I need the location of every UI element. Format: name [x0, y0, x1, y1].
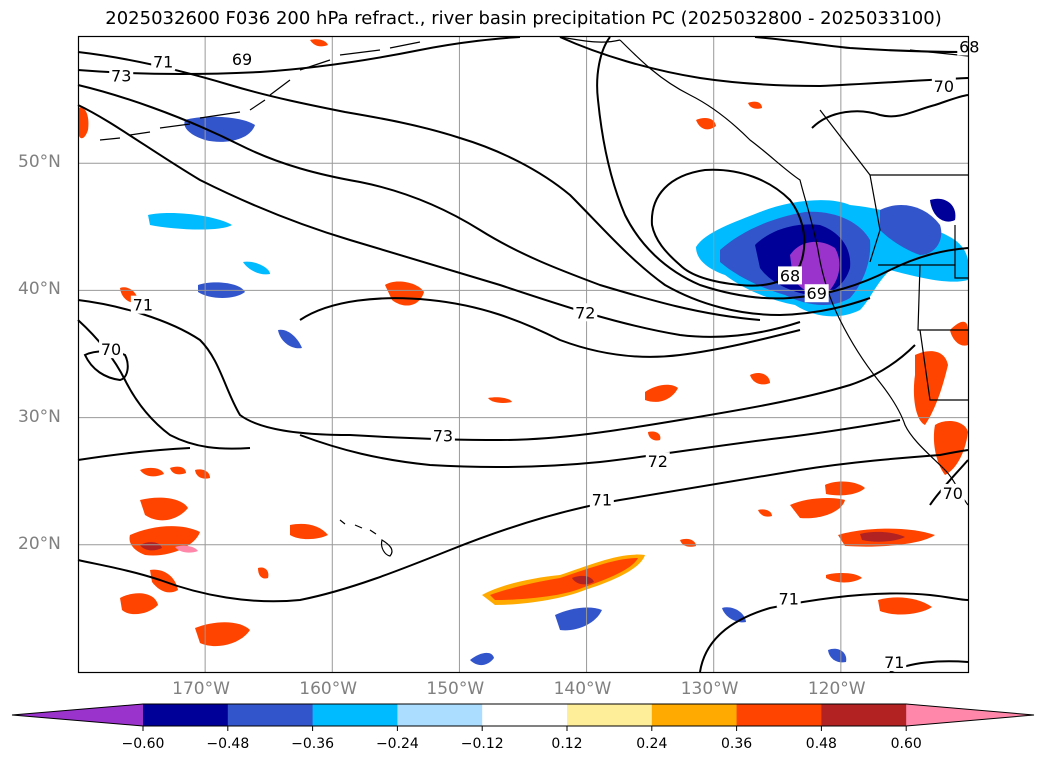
map-title: 2025032600 F036 200 hPa refract., river … [105, 8, 942, 29]
contour-label-bg [130, 295, 155, 314]
contour-labels: 68 70 69 71 73 68 69 72 71 70 73 72 71 70 71 71 [99, 37, 982, 672]
longitude-label: 160°W [299, 679, 358, 699]
contour-label-bg [804, 284, 829, 303]
contour-73-south [77, 299, 916, 442]
colorbar-tick-label: 0.12 [551, 736, 583, 752]
colorbar-extend-max [906, 704, 1034, 726]
colorbar [11, 703, 1035, 731]
contour-68-north [754, 36, 969, 53]
contour-label: 70 [101, 340, 121, 359]
longitude-label: 140°W [553, 679, 612, 699]
longitude-label: 120°W [807, 679, 866, 699]
contour-71-south [77, 449, 969, 603]
map-frame [77, 35, 970, 674]
contour-72 [77, 104, 801, 338]
contour-label-bg [645, 452, 670, 471]
contour-71-north [77, 51, 871, 317]
contour-label: 72 [575, 303, 595, 322]
colorbar-segment [651, 704, 738, 726]
colorbar-extend-min [12, 704, 143, 726]
contour-72-loop [299, 297, 801, 358]
latitude-label: 20°N [18, 533, 61, 554]
aleutian-islands [99, 41, 421, 141]
colorbar-segment [312, 704, 398, 726]
contour-label: 70 [934, 77, 954, 96]
longitude-label: 150°W [426, 679, 485, 699]
contour-70-right [929, 459, 969, 506]
contour-68-closed [650, 168, 806, 287]
contour-label-bg [778, 266, 802, 285]
contour-label-bg [931, 76, 956, 95]
latitude-label: 40°N [18, 279, 61, 300]
graticule [78, 36, 968, 672]
colorbar-tick-label: −0.24 [375, 736, 419, 752]
contour-ne-wiggle [811, 94, 969, 129]
colorbar-segment [567, 704, 653, 726]
latitude-label: 50°N [18, 152, 61, 173]
contour-label-bg [230, 50, 255, 69]
contour-label-bg [940, 483, 965, 502]
contour-71-bottom-right [699, 592, 969, 673]
contour-label: 73 [111, 67, 131, 86]
contour-label-bg [957, 37, 982, 56]
contour-label-bg [573, 303, 598, 322]
colorbar-tick-label: −0.48 [206, 736, 250, 752]
contour-label: 71 [153, 53, 173, 72]
colorbar-segment [736, 704, 822, 726]
contour-72-south [77, 419, 901, 468]
contour-label-bg [99, 340, 124, 359]
colorbar-tick-label: 0.60 [890, 736, 922, 752]
contour-label: 71 [884, 653, 904, 672]
refractivity-contours [77, 36, 969, 673]
colorbar-segment [821, 704, 907, 726]
contour-73 [77, 84, 761, 321]
colorbar-tick-label: 0.48 [805, 736, 837, 752]
contour-label: 70 [943, 484, 963, 503]
contour-label-bg [151, 52, 176, 71]
contour-label: 73 [433, 427, 453, 446]
contour-label-bg [109, 66, 134, 85]
hawaii-islands [339, 519, 393, 557]
colorbar-segment [143, 704, 229, 726]
contour-label: 68 [959, 37, 979, 56]
colorbar-tick-label: −0.36 [291, 736, 335, 752]
longitude-label: 130°W [680, 679, 739, 699]
contour-label-bg [882, 653, 907, 672]
north-america-coast [619, 39, 969, 506]
contour-label: 72 [648, 452, 668, 471]
contour-69 [77, 36, 969, 300]
colorbar-tick-label: −0.12 [460, 736, 504, 752]
contour-label: 69 [807, 284, 827, 303]
contour-label: 68 [780, 266, 800, 285]
contour-label: 71 [779, 589, 799, 608]
colorbar-segment [227, 704, 314, 726]
colorbar-segment [397, 704, 483, 726]
contour-label-bg [776, 589, 801, 608]
contour-label: 71 [133, 296, 153, 315]
contour-label-bg [430, 426, 455, 445]
contour-label: 71 [592, 490, 612, 509]
contour-label-bg [589, 490, 614, 509]
colorbar-tick-label: 0.24 [636, 736, 668, 752]
longitude-label: 170°W [172, 679, 230, 699]
colorbar-segment [482, 704, 568, 726]
precipitation-shading [78, 39, 968, 666]
latitude-label: 30°N [18, 406, 61, 427]
colorbar-tick-label: −0.60 [121, 736, 165, 752]
contour-70-north [559, 36, 969, 88]
colorbar-tick-label: 0.36 [721, 736, 753, 752]
contour-label: 69 [232, 50, 252, 69]
